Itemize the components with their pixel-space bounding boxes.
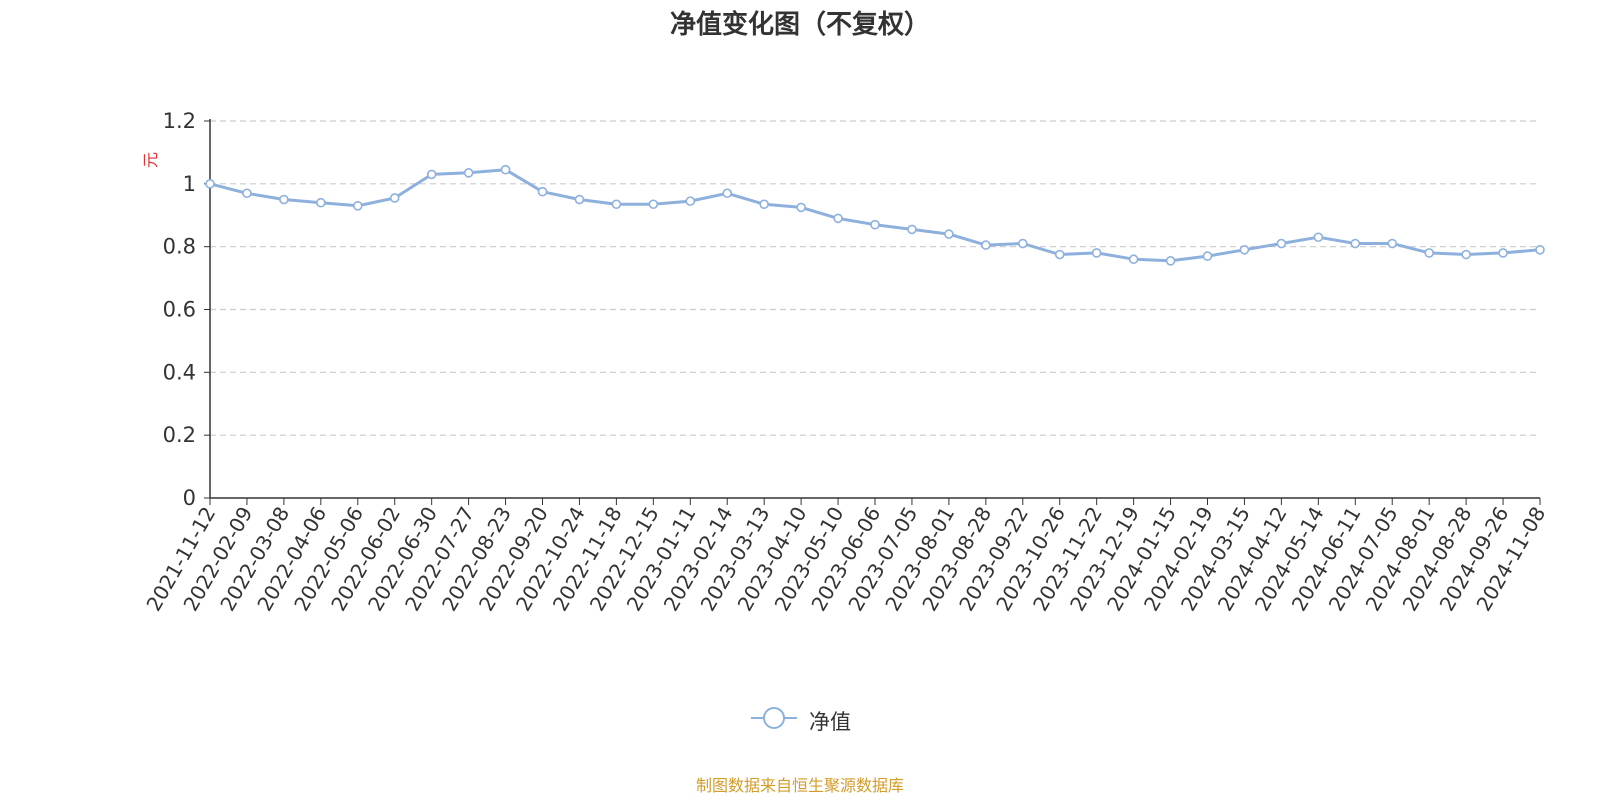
- axes: [204, 119, 1541, 505]
- y-tick-label: 0.8: [163, 235, 196, 259]
- tick-labels: 00.20.40.60.811.2元2021-11-122022-02-0920…: [141, 109, 1550, 615]
- data-point: [316, 197, 326, 208]
- data-point: [1313, 232, 1324, 243]
- data-point: [944, 229, 954, 239]
- data-point: [1202, 251, 1213, 261]
- data-point: [648, 199, 659, 210]
- legend[interactable]: 净值: [0, 705, 1600, 736]
- data-point: [352, 201, 363, 211]
- data-point: [205, 179, 215, 189]
- data-point: [1535, 245, 1545, 255]
- data-point: [611, 199, 622, 210]
- data-point: [242, 188, 252, 199]
- y-tick-label: 1.2: [163, 109, 196, 133]
- y-tick-label: 0.4: [163, 360, 196, 384]
- data-point: [759, 199, 769, 210]
- data-point: [870, 219, 880, 230]
- data-point: [907, 224, 917, 235]
- data-point: [685, 196, 696, 206]
- data-point: [796, 202, 806, 213]
- data-point: [1350, 238, 1361, 249]
- data-point: [1276, 238, 1287, 249]
- legend-label: 净值: [809, 709, 851, 734]
- source-note: 制图数据来自恒生聚源数据库: [695, 776, 904, 795]
- chart-title: 净值变化图（不复权）: [669, 10, 930, 40]
- data-point: [1091, 248, 1102, 258]
- data-point: [500, 164, 511, 175]
- data-point: [1128, 254, 1139, 265]
- data-point: [722, 188, 733, 199]
- data-point: [426, 169, 437, 180]
- data-point: [1387, 238, 1398, 249]
- legend-line-marker: [749, 705, 799, 736]
- data-point: [537, 186, 548, 197]
- data-point: [981, 240, 991, 250]
- data-point: [463, 168, 474, 178]
- data-point: [1239, 245, 1250, 255]
- data-point: [1461, 249, 1471, 260]
- data-point: [389, 193, 400, 203]
- data-point: [1017, 238, 1028, 249]
- data-point: [1165, 256, 1176, 266]
- y-tick-label: 0.2: [163, 423, 196, 447]
- data-point: [1054, 249, 1065, 260]
- data-point: [833, 213, 843, 224]
- y-tick-label: 1: [183, 172, 196, 196]
- data-point: [279, 194, 289, 205]
- y-axis-label: 元: [141, 152, 160, 168]
- data-point: [574, 194, 585, 205]
- grid-lines: [210, 120, 1540, 436]
- data-point: [1498, 248, 1508, 258]
- series-points: [205, 164, 1545, 266]
- data-point: [1424, 248, 1434, 258]
- y-tick-label: 0: [183, 486, 196, 510]
- y-tick-label: 0.6: [163, 298, 196, 322]
